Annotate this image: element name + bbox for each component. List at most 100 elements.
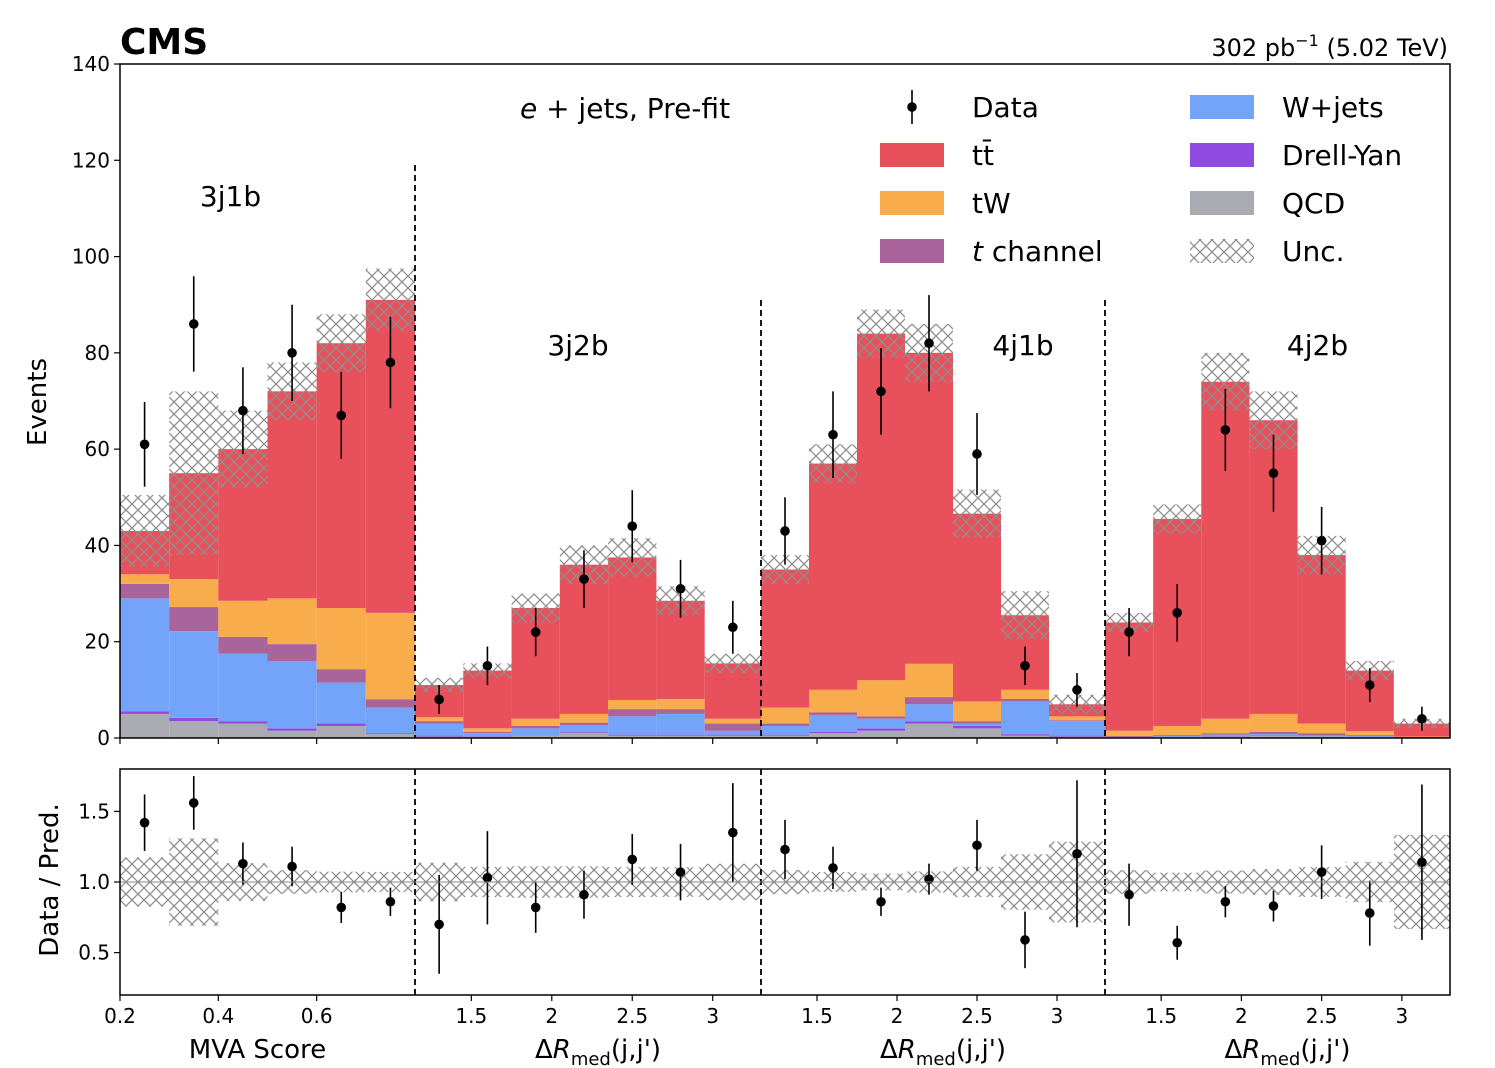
bar-ttbar-3j2b-4 [608, 557, 657, 700]
xtick-label-3j1b-1: 0.4 [202, 1004, 234, 1028]
bar-tchannel-3j1b-2 [218, 636, 268, 654]
bar-tW-3j2b-0 [415, 717, 464, 722]
bar-tW-3j1b-1 [169, 579, 219, 608]
main-ytick-label-0: 0 [97, 726, 110, 750]
bar-tW-4j1b-1 [809, 689, 857, 713]
bar-tW-3j1b-5 [365, 612, 415, 700]
data-point-3j2b-0 [434, 694, 444, 705]
bar-wjets-3j2b-0 [415, 723, 464, 736]
ratio-point-3j2b-5 [675, 867, 686, 877]
bar-tchannel-3j2b-2 [511, 725, 560, 729]
bar-tW-3j1b-0 [120, 574, 170, 584]
data-point-3j1b-5 [385, 357, 396, 368]
data-point-4j1b-1 [828, 429, 838, 440]
ratio-point-4j1b-3 [924, 874, 934, 884]
unc-band-4j1b-4 [953, 489, 1001, 538]
bar-tchannel-4j2b-5 [1345, 735, 1394, 737]
bar-wjets-3j2b-6 [704, 730, 761, 735]
xtick-label-3j2b-3: 3 [706, 1004, 719, 1028]
bar-dy-3j2b-5 [656, 734, 705, 736]
xtick-label-3j2b-2: 2.5 [616, 1004, 648, 1028]
bar-qcd-4j1b-2 [857, 730, 905, 738]
region-3j1b [120, 268, 415, 738]
legend-swatch-wjets [1190, 95, 1254, 119]
data-point-3j1b-3 [287, 348, 297, 358]
region-label-4j1b: 4j1b [992, 329, 1053, 362]
ratio-point-3j1b-3 [287, 861, 297, 872]
bar-tchannel-3j1b-1 [169, 607, 219, 632]
bar-qcd-3j2b-6 [704, 735, 761, 738]
bar-tchannel-3j1b-5 [365, 699, 415, 708]
bar-wjets-3j2b-5 [656, 713, 705, 735]
bar-dy-4j1b-6 [1049, 735, 1105, 737]
bar-tchannel-3j2b-5 [656, 709, 705, 714]
bar-tW-3j2b-3 [559, 713, 609, 723]
bar-tW-4j1b-5 [1001, 689, 1049, 700]
data-point-3j2b-6 [728, 622, 738, 633]
bar-dy-4j1b-0 [761, 734, 809, 736]
data-point-3j2b-3 [579, 574, 589, 584]
legend-item-ttbar: tt̄ [880, 138, 994, 172]
experiment-label: CMS [120, 22, 208, 63]
legend-item-dy: Drell-Yan [1190, 139, 1402, 172]
xtick-label-3j1b-2: 0.6 [301, 1004, 333, 1028]
ratio-ytick-label-1: 1.0 [78, 870, 110, 894]
ratio-point-3j2b-3 [579, 889, 589, 900]
xtick-label-4j2b-0: 1.5 [1145, 1004, 1177, 1028]
data-point-4j1b-0 [780, 526, 790, 536]
bar-tchannel-4j2b-3 [1249, 731, 1298, 735]
xtick-label-4j1b-2: 2.5 [961, 1004, 993, 1028]
main-ytick-label-2: 40 [85, 533, 110, 557]
bar-tchannel-3j1b-4 [316, 669, 366, 683]
main-panel: 3j1b 3j2b 4j1b 4j2b [120, 180, 1450, 738]
bar-tchannel-4j2b-4 [1297, 733, 1346, 736]
xtick-label-3j2b-1: 2 [545, 1004, 558, 1028]
bar-qcd-4j1b-4 [953, 728, 1001, 738]
bar-tW-4j1b-0 [761, 707, 809, 724]
main-frame [119, 63, 1451, 739]
unc-band-3j1b-4 [316, 314, 366, 373]
bar-tchannel-3j1b-3 [267, 644, 317, 661]
legend-label-ttbar: tt̄ [972, 138, 994, 172]
ratio-point-3j1b-1 [188, 798, 199, 808]
bar-tW-4j1b-2 [857, 680, 905, 717]
ratio-panel [120, 776, 1450, 974]
bar-tchannel-4j2b-0 [1105, 736, 1154, 738]
data-point-3j2b-1 [482, 660, 493, 671]
data-point-3j2b-2 [530, 627, 541, 637]
legend: Data W+jets tt̄ Drell-Yan tW QCD t channel Unc. [880, 90, 1402, 268]
bar-tW-3j1b-3 [267, 598, 317, 645]
xtick-label-3j2b-0: 1.5 [455, 1004, 487, 1028]
bar-dy-4j1b-1 [809, 731, 857, 734]
bar-wjets-3j1b-2 [218, 653, 268, 722]
ratio-point-4j2b-0 [1124, 889, 1134, 900]
bar-tW-4j2b-4 [1297, 723, 1346, 734]
data-point-3j1b-2 [238, 405, 248, 416]
bar-tchannel-3j2b-6 [704, 723, 761, 731]
bar-tW-3j2b-1 [463, 728, 512, 732]
bar-dy-3j1b-4 [316, 723, 366, 726]
y-axis-title: Events [23, 358, 53, 446]
bar-wjets-4j2b-4 [1297, 735, 1346, 737]
bar-ttbar-3j1b-3 [267, 391, 317, 599]
xtick-label-4j2b-3: 3 [1395, 1004, 1408, 1028]
data-point-3j2b-5 [675, 583, 686, 594]
bar-qcd-3j1b-0 [120, 713, 170, 738]
legend-swatch-ttbar [880, 143, 944, 167]
bar-wjets-3j2b-4 [608, 716, 657, 735]
bar-wjets-4j1b-6 [1049, 721, 1105, 736]
legend-swatch-tW [880, 191, 944, 215]
bar-wjets-3j2b-1 [463, 733, 512, 737]
legend-item-data: Data [907, 90, 1039, 124]
bar-wjets-4j1b-3 [905, 704, 953, 722]
bar-qcd-4j1b-3 [905, 723, 953, 738]
unc-band-4j2b-1 [1153, 504, 1202, 534]
bar-tW-4j2b-0 [1105, 730, 1154, 737]
bar-wjets-3j1b-4 [316, 682, 366, 724]
luminosity-label: 302 pb−1 (5.02 TeV) [1211, 31, 1448, 62]
bar-qcd-3j1b-4 [316, 725, 366, 738]
bar-dy-4j1b-4 [953, 725, 1001, 729]
data-point-4j1b-5 [1020, 660, 1030, 671]
bar-tchannel-3j2b-3 [559, 722, 609, 726]
axes: 0.2 0.4 0.6 MVA Score 1.5 2 2.5 3 ΔRmed(j,j') 1.5… [72, 52, 1451, 1068]
